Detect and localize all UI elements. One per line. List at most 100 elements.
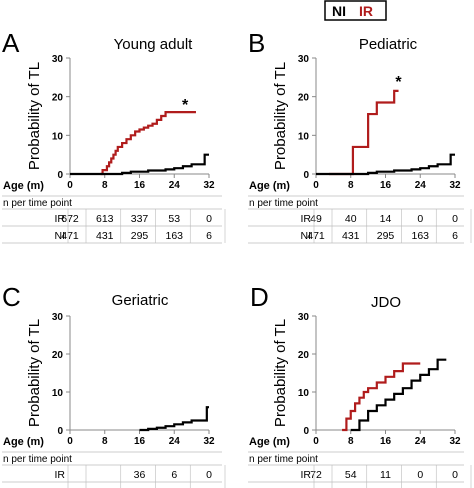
y-tick-label: 10	[298, 131, 310, 142]
x-tick-label: 24	[415, 180, 427, 191]
y-tick-label: 20	[298, 93, 310, 104]
table-cell: 12	[414, 486, 426, 488]
panel-c: C Geriatric Probability of TL 0 10 20 30 0 8 16 24…	[2, 282, 226, 488]
table-cell: 6	[452, 230, 458, 242]
table-cell: 431	[342, 230, 360, 242]
table-cell: 431	[96, 230, 114, 242]
x-tick-label: 8	[348, 180, 354, 191]
x-axis-label: Age (m)	[249, 180, 290, 192]
y-axis-label: Probability of TL	[272, 62, 289, 170]
x-tick-label: 0	[67, 436, 73, 447]
table-row-label: IR	[301, 213, 312, 225]
x-tick-label: 8	[348, 436, 354, 447]
panel-letter: A	[2, 28, 20, 58]
table-cell: 0	[452, 213, 458, 225]
table-row-label: NI	[301, 230, 312, 242]
table-cell: 14	[380, 213, 392, 225]
y-tick-label: 30	[52, 312, 64, 323]
table-cell: 295	[131, 230, 149, 242]
y-tick-label: 20	[298, 350, 310, 361]
table-cell: 672	[61, 213, 79, 225]
risk-table: n per time point IR 36 6 0 NI 297 165 6	[2, 451, 226, 488]
table-header: n per time point	[249, 454, 318, 465]
table-cell: 63	[310, 486, 322, 488]
table-cell: 11	[380, 469, 391, 481]
table-row-label: NI	[55, 486, 66, 488]
y-axis-label: Probability of TL	[272, 319, 289, 427]
x-tick-label: 0	[313, 180, 319, 191]
y-axis-label: Probability of TL	[26, 319, 43, 427]
table-row-label: IR	[55, 469, 66, 481]
panel-letter: B	[248, 28, 265, 58]
series-line-ni	[350, 358, 447, 432]
x-tick-label: 32	[449, 436, 461, 447]
table-row-label: IR	[301, 469, 312, 481]
x-tick-label: 32	[203, 180, 215, 191]
series-line-ir	[329, 89, 399, 176]
table-cell: 0	[206, 469, 212, 481]
table-cell: 0	[417, 469, 423, 481]
x-tick-label: 24	[415, 436, 427, 447]
table-cell: 163	[165, 230, 183, 242]
table-cell: 6	[206, 230, 212, 242]
y-tick-label: 30	[52, 54, 64, 65]
table-header: n per time point	[249, 198, 318, 209]
y-tick-label: 20	[52, 93, 64, 104]
table-cell: 49	[310, 213, 322, 225]
table-cell: 471	[61, 230, 79, 242]
table-cell: 297	[131, 486, 149, 488]
table-cell: 613	[96, 213, 114, 225]
x-tick-label: 0	[313, 436, 319, 447]
table-row-label: IR	[55, 213, 66, 225]
x-tick-label: 0	[67, 180, 73, 191]
table-row-label: NI	[301, 486, 312, 488]
table-row-label: NI	[55, 230, 66, 242]
panel-title: Geriatric	[112, 292, 169, 309]
significance-star: *	[395, 74, 402, 91]
table-cell: 0	[452, 469, 458, 481]
series-line-ir	[100, 111, 196, 176]
table-cell: 163	[411, 230, 429, 242]
table-cell: 40	[345, 213, 357, 225]
table-cell: 72	[310, 469, 322, 481]
legend-box	[324, 0, 387, 21]
table-cell: 6	[171, 469, 177, 481]
series-line-ni	[316, 153, 455, 176]
table-header: n per time point	[3, 198, 72, 209]
table-cell: 0	[206, 213, 212, 225]
panel-letter: C	[2, 282, 21, 312]
x-axis-label: Age (m)	[249, 436, 290, 448]
y-tick-label: 10	[52, 388, 64, 399]
table-cell: 24	[380, 486, 392, 488]
y-tick-label: 0	[303, 170, 309, 181]
panel-letter: D	[250, 282, 269, 312]
x-tick-label: 32	[203, 436, 215, 447]
legend-label-ni: NI	[332, 3, 346, 19]
x-axis-label: Age (m)	[3, 180, 44, 192]
legend: NI IR	[324, 0, 387, 21]
y-tick-label: 30	[298, 54, 310, 65]
panel-title: Young adult	[114, 36, 194, 53]
panel-title: JDO	[371, 294, 401, 311]
x-tick-label: 16	[134, 180, 146, 191]
series-line-ni	[70, 153, 209, 176]
y-tick-label: 10	[298, 388, 310, 399]
x-tick-label: 8	[102, 436, 108, 447]
table-cell: 48	[345, 486, 357, 488]
x-tick-label: 24	[169, 180, 181, 191]
table-cell: 2	[452, 486, 458, 488]
legend-label-ir: IR	[359, 3, 373, 19]
table-cell: 6	[206, 486, 212, 488]
table-header: n per time point	[3, 454, 72, 465]
x-tick-label: 24	[169, 436, 181, 447]
y-tick-label: 30	[298, 312, 310, 323]
table-cell: 337	[131, 213, 149, 225]
y-tick-label: 10	[52, 131, 64, 142]
series-line-ni	[139, 406, 209, 432]
x-tick-label: 16	[380, 180, 392, 191]
y-tick-label: 0	[303, 426, 309, 437]
table-cell: 36	[134, 469, 146, 481]
significance-star: *	[182, 97, 189, 114]
